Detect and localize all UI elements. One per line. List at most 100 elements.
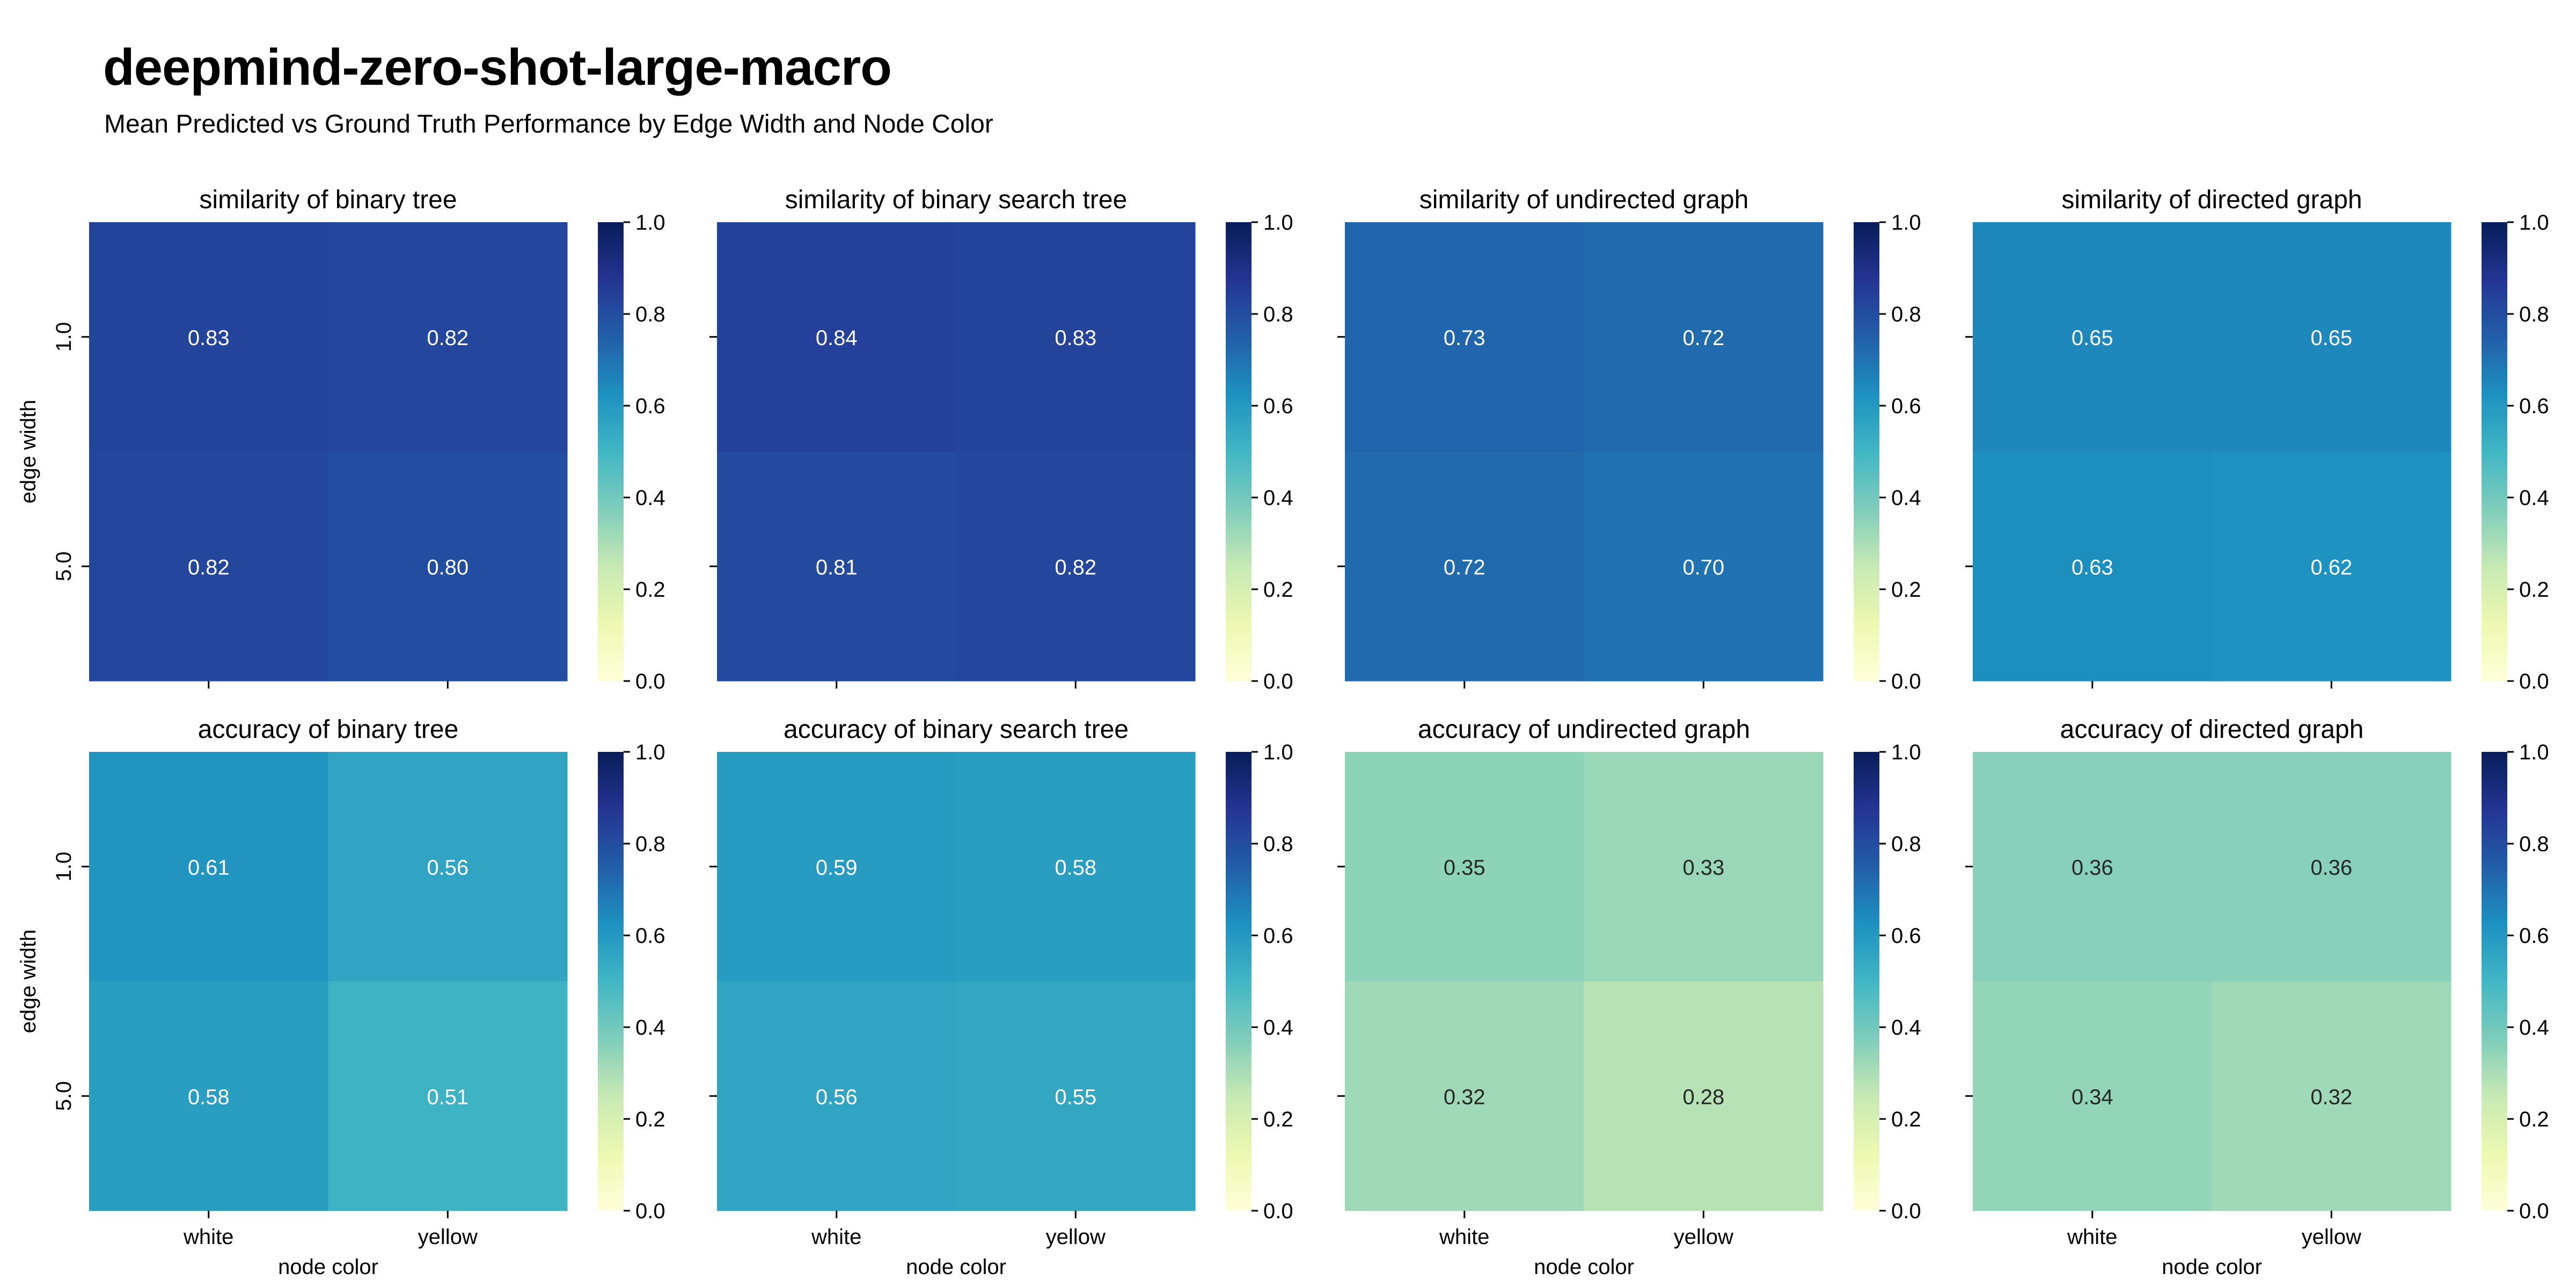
colorbar-tick-label: 0.6 — [1263, 924, 1293, 948]
y-axis-label: edge width — [17, 930, 40, 1033]
colorbar-tick-label: 0.0 — [1263, 1199, 1293, 1223]
y-tick-label: 1.0 — [52, 322, 76, 352]
colorbar-tick-label: 0.8 — [635, 303, 665, 326]
heatmap-cell — [2212, 981, 2451, 1211]
heatmap-cell — [2212, 451, 2451, 682]
colorbar-tick-label: 0.0 — [1891, 670, 1921, 693]
cell-label: 0.83 — [1055, 326, 1096, 350]
x-tick-label: yellow — [1674, 1225, 1733, 1249]
colorbar — [1854, 752, 1879, 1211]
x-tick-label: yellow — [1046, 1225, 1106, 1249]
colorbar-tick-label: 0.4 — [1891, 1016, 1921, 1040]
x-tick-label: white — [1439, 1225, 1489, 1249]
heatmap-cell — [1584, 752, 1824, 982]
colorbar-tick-label: 0.4 — [2519, 1016, 2549, 1040]
panel-title: similarity of binary tree — [199, 186, 457, 214]
chart-subtitle: Mean Predicted vs Ground Truth Performan… — [104, 110, 993, 138]
cell-label: 0.56 — [816, 1085, 858, 1109]
cell-label: 0.82 — [427, 326, 469, 350]
y-tick-label: 5.0 — [52, 551, 76, 581]
colorbar — [2482, 222, 2507, 681]
cell-label: 0.32 — [2310, 1085, 2352, 1109]
cell-label: 0.73 — [1444, 326, 1485, 350]
y-axis-label: edge width — [17, 400, 40, 503]
x-axis-label: node color — [2162, 1255, 2262, 1279]
colorbar-tick-label: 1.0 — [1891, 741, 1921, 764]
cell-label: 0.82 — [1055, 555, 1096, 579]
panel-title: similarity of directed graph — [2061, 186, 2362, 214]
heatmap-cell — [2212, 222, 2451, 452]
colorbar-tick-label: 1.0 — [1263, 741, 1293, 764]
cell-label: 0.32 — [1444, 1085, 1485, 1109]
heatmap-cell — [328, 451, 568, 682]
colorbar — [598, 222, 624, 681]
heatmap-cell — [956, 981, 1196, 1211]
heatmap-cell — [1973, 752, 2212, 982]
x-axis-label: node color — [278, 1255, 378, 1279]
cell-label: 0.55 — [1055, 1085, 1096, 1109]
heatmap-cell — [956, 451, 1196, 682]
x-axis-label: node color — [906, 1255, 1006, 1279]
cell-label: 0.65 — [2072, 326, 2113, 350]
colorbar-tick-label: 0.0 — [1891, 1199, 1921, 1223]
colorbar-tick-label: 0.0 — [635, 1199, 665, 1223]
cell-label: 0.36 — [2310, 856, 2352, 880]
colorbar-tick-label: 0.8 — [1891, 832, 1921, 856]
heatmap-cell — [956, 752, 1196, 982]
colorbar-tick-label: 0.6 — [635, 394, 665, 418]
panel-title: accuracy of undirected graph — [1418, 715, 1750, 744]
colorbar-tick-label: 0.2 — [2519, 1108, 2549, 1131]
cell-label: 0.51 — [427, 1085, 469, 1109]
cell-label: 0.70 — [1682, 555, 1724, 579]
x-tick-label: yellow — [418, 1225, 478, 1249]
cell-label: 0.63 — [2072, 555, 2113, 579]
heatmap-cell — [1584, 981, 1824, 1211]
colorbar-tick-label: 1.0 — [1263, 211, 1293, 235]
heatmap-cell — [328, 222, 568, 452]
colorbar-tick-label: 0.0 — [635, 670, 665, 693]
panel-title: accuracy of directed graph — [2060, 715, 2364, 744]
colorbar-tick-label: 0.8 — [2519, 303, 2549, 326]
colorbar-tick-label: 1.0 — [2519, 211, 2549, 235]
colorbar-tick-label: 0.2 — [2519, 578, 2549, 602]
colorbar-tick-label: 0.0 — [1263, 670, 1293, 693]
cell-label: 0.33 — [1682, 856, 1724, 880]
panel-title: similarity of undirected graph — [1419, 186, 1749, 214]
cell-label: 0.72 — [1682, 326, 1724, 350]
colorbar-tick-label: 0.4 — [1263, 1016, 1293, 1040]
cell-label: 0.72 — [1444, 555, 1485, 579]
colorbar-tick-label: 0.2 — [1263, 1108, 1293, 1131]
colorbar-tick-label: 0.0 — [2519, 1199, 2549, 1223]
colorbar — [1226, 752, 1252, 1211]
colorbar-tick-label: 0.2 — [1263, 578, 1293, 602]
colorbar-tick-label: 0.6 — [1891, 394, 1921, 418]
heatmap-cell — [328, 752, 568, 982]
heatmap-cell — [717, 222, 956, 452]
colorbar-tick-label: 0.4 — [2519, 486, 2549, 510]
cell-label: 0.62 — [2310, 555, 2352, 579]
cell-label: 0.35 — [1444, 856, 1485, 880]
heatmap-cell — [1584, 222, 1824, 452]
colorbar-tick-label: 0.4 — [635, 486, 665, 510]
colorbar-tick-label: 0.4 — [1891, 486, 1921, 510]
colorbar — [2482, 752, 2507, 1211]
heatmap-cell — [2212, 752, 2451, 982]
cell-label: 0.34 — [2072, 1085, 2113, 1109]
y-tick-label: 5.0 — [52, 1081, 76, 1111]
cell-label: 0.56 — [427, 856, 469, 880]
colorbar-tick-label: 0.2 — [1891, 578, 1921, 602]
heatmap-cell — [1345, 451, 1584, 682]
colorbar-tick-label: 0.4 — [1263, 486, 1293, 510]
x-tick-label: yellow — [2302, 1225, 2361, 1249]
cell-label: 0.28 — [1682, 1085, 1724, 1109]
x-tick-label: white — [183, 1225, 233, 1249]
heatmap-cell — [89, 752, 328, 982]
colorbar-tick-label: 0.6 — [635, 924, 665, 948]
colorbar-tick-label: 0.6 — [2519, 924, 2549, 948]
heatmap-cell — [717, 451, 956, 682]
colorbar-tick-label: 1.0 — [635, 741, 665, 764]
heatmap-cell — [1973, 222, 2212, 452]
heatmap-cell — [1345, 752, 1584, 982]
colorbar — [1854, 222, 1879, 681]
cell-label: 0.83 — [188, 326, 230, 350]
